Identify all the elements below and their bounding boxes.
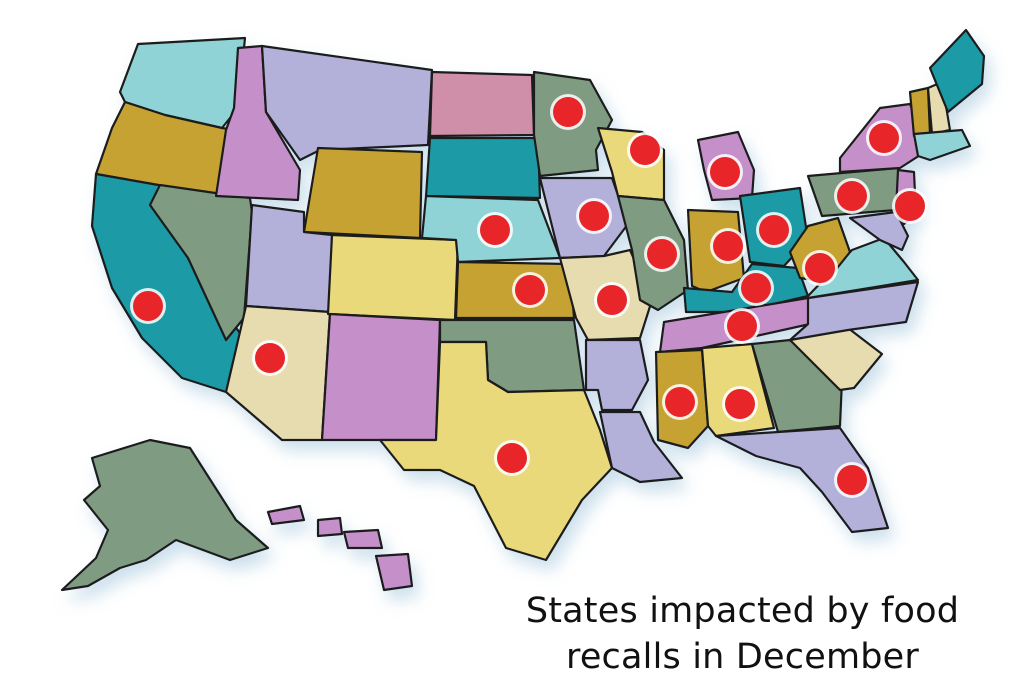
states-layer [60, 28, 986, 592]
state-nd [428, 70, 536, 138]
state-ma [912, 128, 972, 162]
recall-marker-fl [837, 465, 867, 495]
recall-marker-ms [665, 387, 695, 417]
recall-marker-tn [727, 311, 757, 341]
state-la [598, 410, 684, 484]
recall-marker-az [255, 343, 285, 373]
state-co [326, 233, 460, 322]
recall-marker-tx [497, 443, 527, 473]
recall-marker-ks [515, 275, 545, 305]
recall-marker-ne [480, 215, 510, 245]
state-wy [302, 146, 424, 240]
state-vt [908, 86, 932, 138]
state-fl [714, 426, 890, 534]
recall-marker-ny [869, 123, 899, 153]
map-caption: States impacted by food recalls in Decem… [470, 588, 1015, 680]
caption-line-2: recalls in December [566, 637, 919, 677]
recall-marker-ca [133, 291, 163, 321]
recall-marker-in [713, 231, 743, 261]
recall-marker-nj [895, 191, 925, 221]
recall-marker-ky [741, 273, 771, 303]
state-nv [148, 183, 254, 342]
state-nm [320, 312, 442, 442]
state-hi [266, 504, 414, 592]
state-me [928, 28, 986, 114]
recall-marker-al [725, 389, 755, 419]
markers-layer [130, 94, 928, 498]
recall-marker-ia [579, 201, 609, 231]
state-ar [584, 338, 650, 412]
recall-marker-il [647, 239, 677, 269]
recall-marker-pa [837, 181, 867, 211]
state-ak [60, 438, 270, 592]
state-va [806, 236, 920, 300]
caption-line-1: States impacted by food [525, 591, 960, 631]
recall-marker-mi [710, 157, 740, 187]
recall-marker-mn [553, 97, 583, 127]
recall-marker-wi [630, 135, 660, 165]
state-mt [260, 44, 434, 162]
recall-marker-wv [805, 253, 835, 283]
state-sd [424, 136, 542, 200]
recall-marker-mo [597, 285, 627, 315]
recall-marker-oh [759, 215, 789, 245]
state-md [848, 210, 910, 252]
